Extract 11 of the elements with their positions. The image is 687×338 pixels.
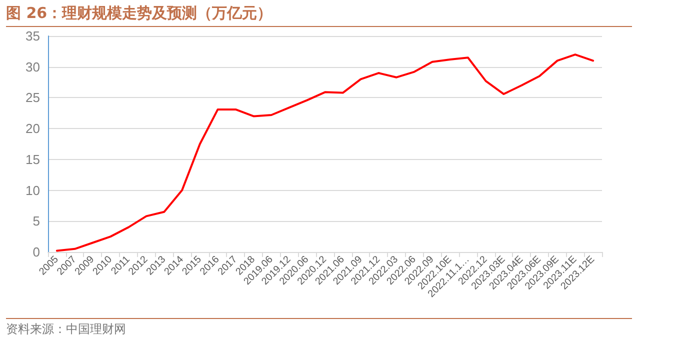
y-tick-label: 5 <box>32 214 40 229</box>
y-tick-label: 25 <box>26 90 40 106</box>
chart-title: 图 26：理财规模走势及预测（万亿元） <box>6 4 272 23</box>
y-tick-label: 35 <box>26 28 40 44</box>
y-tick-label: 15 <box>26 152 40 167</box>
y-tick-label: 10 <box>26 182 40 198</box>
y-tick-label: 30 <box>26 59 40 74</box>
y-tick-label: 20 <box>26 121 40 136</box>
y-tick-label: 0 <box>32 244 40 260</box>
line-series <box>56 54 594 252</box>
text: 资料来源：中国理财网 <box>6 321 126 338</box>
